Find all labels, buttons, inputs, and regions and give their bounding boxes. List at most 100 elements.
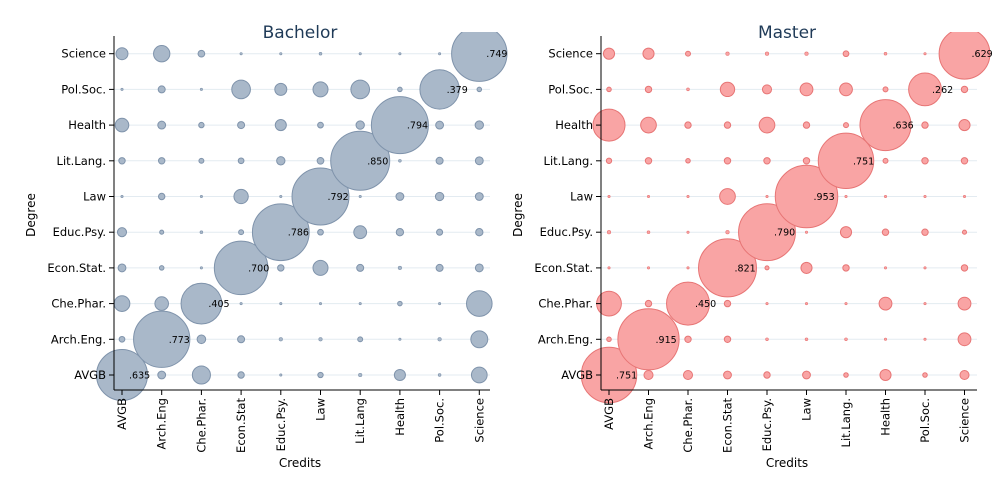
master-bubble-Econ.Stat.-Pol.Soc. [923,266,927,270]
bachelor-x-tick-label: Science [472,398,486,443]
bachelor-bubble-Che.Phar.-Educ.Psy. [279,302,283,306]
bachelor-bubble-Arch.Eng.-Science [470,330,489,349]
bachelor-bubble-Lit.Lang.-Arch.Eng. [158,157,166,165]
master-bubble-Che.Phar.-Health [878,296,893,311]
master-bubble-Arch.Eng.-Pol.Soc. [923,337,927,341]
master-bubble-Lit.Lang.-Science [960,157,969,165]
master-bubble-Econ.Stat.-Arch.Eng. [646,266,650,270]
bachelor-bubble-Che.Phar.-Arch.Eng. [154,296,169,311]
master-bubble-Law-Lit.Lang. [844,195,848,199]
master-bubble-Science-Pol.Soc. [923,52,927,56]
master-panel: .751 .915 .450 .821 .790 .953 .751 .636 .262 .629… [511,23,993,470]
bachelor-bubble-Pol.Soc.-Che.Phar. [199,87,203,91]
bachelor-bubble-Lit.Lang.-Pol.Soc. [435,156,444,165]
master-bubble-Science-Science [938,32,991,80]
bachelor-bubble-Law-Pol.Soc. [434,191,445,202]
master-bubble-Science-Arch.Eng. [642,47,655,60]
bachelor-title: Bachelor [263,23,338,43]
master-bubble-Pol.Soc.-Pol.Soc. [908,72,942,107]
master-bubble-AVGB-AVGB [581,346,638,404]
bachelor-data-label: .792 [328,192,349,203]
bachelor-bubble-Lit.Lang.-Lit.Lang. [330,130,391,191]
bachelor-bubble-AVGB-Arch.Eng. [157,370,167,380]
bachelor-bubble-Arch.Eng.-Lit.Lang. [357,336,364,343]
master-bubble-Health-Arch.Eng. [640,116,657,134]
bachelor-bubble-Econ.Stat.-Pol.Soc. [435,263,444,272]
bachelor-y-tick-label: Science [61,47,106,61]
master-y-axis-title: Degree [511,193,525,237]
bachelor-bubble-Arch.Eng.-Pol.Soc. [437,337,442,342]
master-bubble-Arch.Eng.-Arch.Eng. [617,308,680,371]
bachelor-bubble-Econ.Stat.-Law [312,259,329,276]
master-data-label: .751 [853,156,874,167]
bachelor-bubble-Che.Phar.-Science [466,290,493,317]
master-bubble-Che.Phar.-Law [804,302,808,306]
master-bubble-Health-Educ.Psy. [758,116,776,134]
bachelor-bubble-Law-Econ.Stat. [233,188,249,205]
bachelor-bubble-Pol.Soc.-Econ.Stat. [231,79,251,100]
master-bubble-Law-Health [883,195,887,199]
master-bubble-Lit.Lang.-Educ.Psy. [763,157,771,165]
bachelor-bubble-Health-Science [474,120,484,130]
master-data-label: .915 [656,335,677,346]
master-bubble-Econ.Stat.-Econ.Stat. [698,238,757,298]
bachelor-bubble-Lit.Lang.-Che.Phar. [198,157,205,164]
master-bubble-Pol.Soc.-Educ.Psy. [761,84,773,95]
master-data-label: .450 [695,299,716,310]
bachelor-bubble-Econ.Stat.-Science [474,263,484,273]
bachelor-bubble-Econ.Stat.-Health [397,265,402,270]
master-y-tick-label: Arch.Eng. [538,332,593,346]
master-bubble-Econ.Stat.-Educ.Psy. [764,265,770,271]
bachelor-bubble-Science-Lit.Lang. [358,52,362,56]
master-bubble-Arch.Eng.-Che.Phar. [684,335,692,343]
bachelor-bubble-Educ.Psy.-AVGB [116,227,128,238]
master-data-label: .262 [932,85,953,96]
bachelor-bubble-Health-AVGB [114,117,130,133]
master-y-tick-label: Science [548,47,593,61]
master-y-tick-label: Pol.Soc. [548,82,593,96]
master-bubble-Che.Phar.-Lit.Lang. [844,302,848,306]
bachelor-bubble-Che.Phar.-AVGB [113,295,131,312]
master-bubble-Educ.Psy.-Econ.Stat. [725,230,730,235]
master-bubble-Law-Pol.Soc. [923,195,927,199]
bachelor-data-label: .850 [367,156,388,167]
master-bubble-Educ.Psy.-Health [881,228,890,236]
bachelor-bubble-Arch.Eng.-Educ.Psy. [278,337,283,342]
bachelor-y-axis-title: Degree [24,193,38,237]
bachelor-bubble-Econ.Stat.-Educ.Psy. [277,264,285,272]
bachelor-bubble-Science-Econ.Stat. [239,52,243,56]
bachelor-bubble-Law-Che.Phar. [199,195,203,199]
master-x-tick-label: AVGB [602,398,616,430]
bachelor-bubble-Educ.Psy.-Law [317,228,324,236]
bachelor-bubbles [96,32,508,401]
master-bubble-Econ.Stat.-Law [800,261,813,274]
bachelor-y-tick-label: Lit.Lang. [57,154,106,168]
bachelor-bubble-Pol.Soc.-Pol.Soc. [419,69,460,110]
bachelor-bubble-Science-AVGB [115,47,129,61]
master-bubble-Che.Phar.-Pol.Soc. [923,302,927,306]
bachelor-data-label: .405 [208,299,229,310]
bachelor-bubble-Pol.Soc.-Arch.Eng. [157,85,166,94]
bachelor-bubble-Arch.Eng.-Health [398,337,402,341]
master-x-tick-label: Che.Phar. [681,398,695,453]
master-bubble-Arch.Eng.-Science [957,332,972,347]
master-bubble-Science-Lit.Lang. [842,50,850,58]
bachelor-data-label: .786 [288,228,309,239]
master-bubble-Lit.Lang.-AVGB [605,157,613,164]
bachelor-bubble-Health-Che.Phar. [198,121,205,129]
master-bubble-Law-AVGB [607,195,611,199]
bachelor-data-label: .773 [169,335,190,346]
master-bubble-Lit.Lang.-Lit.Lang. [817,132,875,190]
bachelor-bubble-Educ.Psy.-Educ.Psy. [251,203,310,262]
bachelor-bubble-Arch.Eng.-Arch.Eng. [133,310,191,368]
master-bubble-Pol.Soc.-Science [960,85,969,94]
master-bubble-Lit.Lang.-Econ.Stat. [723,157,732,165]
master-bubble-AVGB-Health [879,368,892,382]
master-title: Master [758,23,816,43]
bachelor-bubble-Science-Pol.Soc. [438,52,442,56]
master-bubble-Pol.Soc.-Arch.Eng. [644,85,653,94]
master-bubble-Lit.Lang.-Law [802,157,811,165]
master-x-tick-label: Econ.Stat [721,398,735,453]
master-bubble-Law-Educ.Psy. [765,195,769,199]
